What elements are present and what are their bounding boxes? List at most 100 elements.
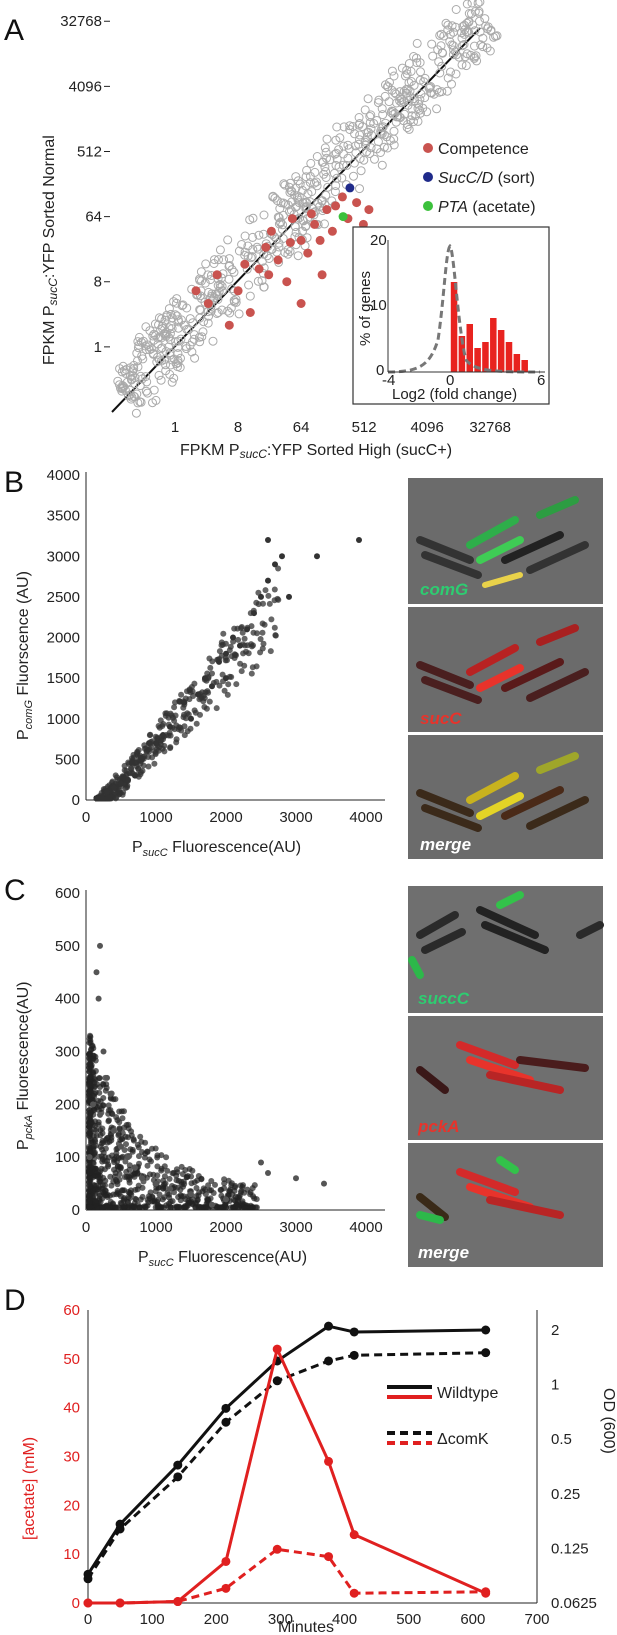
cell-point <box>154 735 161 742</box>
gene-point <box>285 187 295 197</box>
gene-point <box>176 334 186 344</box>
gene-point <box>445 30 455 39</box>
cell-point <box>132 1164 138 1171</box>
cell-point <box>221 687 228 694</box>
panel-a-xlabel: FPKM PsucC:YFP Sorted High (sucC+) <box>180 442 452 461</box>
cell-point <box>175 1194 182 1200</box>
gene-point <box>366 110 376 120</box>
cell-point <box>90 1101 96 1108</box>
cell-point <box>274 595 281 602</box>
series-point <box>349 1588 359 1598</box>
gene-point <box>188 318 198 328</box>
legend-label-comk: ΔcomK <box>437 1431 489 1448</box>
y-tick-label: 4000 <box>47 467 80 484</box>
gene-point <box>406 77 416 86</box>
x-tick-label: 0 <box>84 1611 92 1628</box>
cell-point <box>106 1117 112 1124</box>
gene-point <box>387 106 397 116</box>
gene-point <box>118 361 128 371</box>
cell-point <box>195 1204 202 1211</box>
gene-point <box>229 297 239 307</box>
gene-point <box>173 323 183 333</box>
gene-point <box>330 149 340 159</box>
cell-point <box>181 723 188 730</box>
point-competence <box>303 248 313 258</box>
legend-label-competence: Competence <box>438 141 529 158</box>
gene-point <box>167 377 177 387</box>
cell-point <box>107 1173 114 1180</box>
gene-point <box>172 294 182 304</box>
point-competence <box>337 192 347 202</box>
cell-point <box>188 1173 195 1180</box>
cell-point <box>86 1183 93 1190</box>
panel-a-points <box>113 0 502 418</box>
gene-point <box>117 382 127 392</box>
panel-c-chart: 0 1000 2000 3000 4000 0 100 200 300 400 500 600 Psu… <box>15 885 385 1269</box>
cell-point <box>113 1146 120 1153</box>
gene-point <box>223 235 233 245</box>
cell-point <box>100 1095 107 1101</box>
gene-point <box>278 220 288 230</box>
cell-point <box>92 1053 99 1060</box>
cell-point <box>147 731 154 738</box>
gene-point <box>132 348 142 358</box>
cell-point <box>144 1148 151 1155</box>
cell-point <box>132 772 138 779</box>
gene-point <box>198 327 208 337</box>
micro-image-c2: pckA <box>408 1016 603 1140</box>
gene-point <box>291 227 301 237</box>
gene-point <box>349 171 358 181</box>
gene-point <box>459 40 469 49</box>
cell-point <box>235 1204 242 1211</box>
point-competence <box>273 255 283 265</box>
gene-point <box>360 105 370 115</box>
gene-point <box>273 212 283 222</box>
series-point <box>481 1348 491 1358</box>
gene-point <box>489 32 499 42</box>
y-tick-label: 1 <box>94 339 102 356</box>
cell-point <box>109 778 116 785</box>
gene-point <box>285 246 295 256</box>
cell-point <box>173 1203 180 1210</box>
cell-point <box>195 691 201 698</box>
gene-point <box>165 335 175 345</box>
cell-point <box>116 1171 123 1178</box>
cell-point <box>86 1167 93 1174</box>
gene-point <box>451 5 461 14</box>
inset-ytick-20: 20 <box>370 232 387 249</box>
gene-point <box>378 110 388 120</box>
histogram-bar <box>458 336 466 372</box>
point-competence <box>327 226 337 236</box>
gene-point <box>331 181 341 191</box>
cell-point <box>111 1127 117 1134</box>
cell-point <box>221 1180 228 1187</box>
gene-point <box>355 154 365 164</box>
cell-point <box>209 1201 215 1208</box>
cell-point <box>144 1162 151 1169</box>
cell-point <box>125 1121 132 1128</box>
series-point <box>83 1598 93 1608</box>
gene-point <box>224 274 234 284</box>
series-point <box>83 1574 93 1584</box>
gene-point <box>196 293 206 303</box>
panel-c-ticks: 0 1000 2000 3000 4000 0 100 200 300 400 500 600 <box>55 885 383 1236</box>
cell-point <box>167 745 174 752</box>
y-tick-label: 0 <box>72 792 80 809</box>
gene-point <box>360 137 370 147</box>
y-left-tick-label: 30 <box>63 1449 80 1466</box>
cell-point <box>167 723 173 730</box>
gene-point <box>173 342 183 352</box>
gene-point <box>259 229 269 239</box>
gene-point <box>162 310 172 320</box>
gene-point <box>367 130 376 140</box>
y-right-tick-label: 0.25 <box>551 1486 580 1503</box>
cell-point <box>135 747 142 753</box>
cell-point <box>272 561 278 568</box>
y-tick-label: 32768 <box>60 13 102 30</box>
cell-point <box>235 636 242 643</box>
x-tick-label: 64 <box>293 419 310 436</box>
histogram-bar <box>466 324 473 372</box>
cell-point <box>356 537 362 543</box>
gene-point <box>302 201 311 211</box>
x-tick-label: 600 <box>460 1611 485 1628</box>
